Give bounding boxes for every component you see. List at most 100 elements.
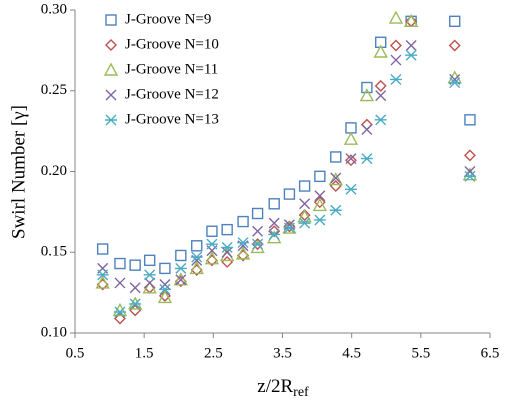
point	[373, 44, 388, 58]
point	[330, 172, 342, 184]
legend-marker	[105, 89, 117, 101]
point	[361, 81, 373, 94]
legend-marker	[105, 114, 117, 126]
point	[328, 172, 343, 186]
point	[221, 255, 234, 268]
x-axis-title: z/2Rref	[257, 376, 309, 400]
point	[204, 251, 220, 265]
point	[389, 39, 402, 52]
point	[361, 124, 373, 136]
point	[463, 170, 476, 182]
point	[374, 79, 387, 92]
point	[344, 154, 357, 167]
point	[344, 183, 357, 195]
point	[114, 277, 126, 289]
point	[360, 118, 373, 131]
point	[175, 249, 187, 262]
point	[251, 238, 264, 251]
x-axis-title-sub: ref	[293, 385, 309, 400]
point	[157, 290, 173, 304]
point	[329, 180, 342, 193]
point	[312, 197, 328, 212]
point	[113, 306, 126, 318]
point	[158, 289, 171, 302]
y-tick-label: 0.15	[41, 244, 67, 260]
point	[221, 241, 234, 253]
point	[448, 77, 461, 89]
point	[388, 10, 404, 24]
point	[129, 259, 141, 271]
point	[251, 207, 264, 220]
point	[237, 215, 249, 228]
point	[175, 274, 187, 286]
y-tick-label: 0.20	[41, 163, 67, 179]
point	[95, 275, 110, 289]
point	[329, 204, 342, 216]
point	[448, 39, 461, 52]
point	[405, 49, 418, 61]
y-axis-title: Swirl Number [γ]	[8, 105, 29, 239]
legend-label: J-Groove N=11	[125, 61, 218, 77]
point	[268, 225, 281, 238]
point	[114, 257, 126, 270]
point	[463, 149, 476, 162]
point	[252, 225, 264, 237]
point	[221, 223, 233, 236]
point	[345, 153, 357, 165]
point	[205, 238, 218, 250]
point	[297, 209, 312, 223]
x-tick-label: 0.5	[66, 345, 85, 361]
x-tick-label: 4.5	[342, 345, 361, 361]
x-tick-label: 1.5	[135, 345, 154, 361]
point	[159, 262, 171, 275]
point	[298, 217, 311, 229]
legend-label: J-Groove N=9	[125, 11, 211, 27]
point	[237, 237, 250, 249]
point	[299, 198, 311, 210]
point	[298, 209, 311, 222]
point	[283, 222, 296, 234]
y-tick-label: 0.25	[41, 82, 67, 98]
point	[174, 262, 187, 274]
point	[447, 70, 462, 84]
point	[96, 269, 109, 281]
point	[330, 151, 342, 163]
point	[375, 90, 387, 102]
point	[298, 180, 311, 192]
point	[143, 269, 156, 281]
point	[173, 272, 189, 286]
point	[206, 225, 218, 237]
point	[268, 217, 280, 229]
legend-label: J-Groove N=12	[125, 86, 219, 102]
point	[390, 54, 402, 66]
x-axis-title-main: z/2R	[257, 376, 293, 397]
point	[158, 283, 171, 295]
point	[189, 260, 204, 275]
point	[268, 228, 281, 240]
point	[462, 167, 478, 181]
x-tick-label: 3.5	[273, 345, 292, 361]
point	[389, 73, 402, 85]
point	[251, 238, 264, 250]
legend-marker	[105, 39, 117, 51]
point	[374, 114, 387, 126]
point	[191, 240, 203, 252]
point	[313, 196, 326, 209]
point	[314, 190, 326, 202]
point	[96, 243, 109, 255]
y-tick-label: 0.30	[41, 1, 67, 17]
legend-marker	[103, 62, 119, 76]
point	[235, 246, 251, 260]
point	[314, 170, 326, 183]
point	[449, 15, 461, 28]
point	[129, 298, 142, 310]
point	[143, 254, 156, 267]
point	[464, 114, 476, 126]
legend-marker	[105, 14, 117, 26]
point	[190, 251, 203, 263]
point	[144, 277, 156, 289]
point	[403, 13, 419, 28]
point	[221, 246, 233, 258]
legend-label: J-Groove N=13	[125, 111, 219, 127]
